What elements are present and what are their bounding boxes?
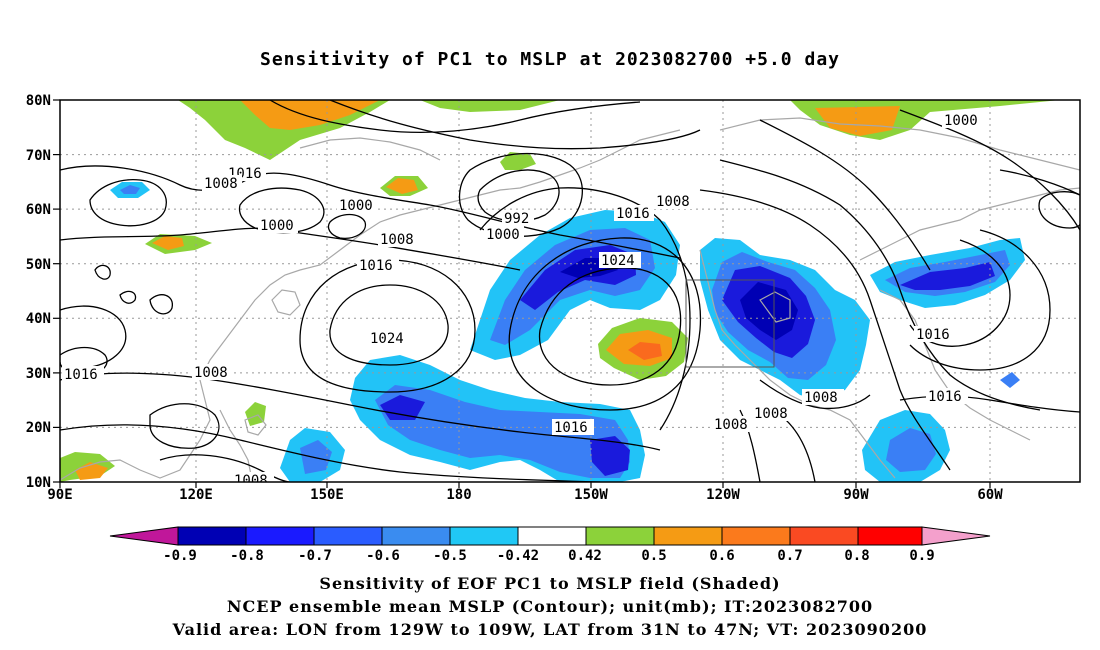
svg-text:1008: 1008: [804, 390, 838, 406]
contour-label: 1016: [62, 366, 104, 383]
colorbar-label: -0.8: [230, 548, 264, 564]
colorbar-label: 0.7: [777, 548, 802, 564]
lon-label: 120W: [706, 487, 740, 503]
svg-text:1016: 1016: [616, 206, 650, 222]
contour-label: 1016: [357, 257, 399, 274]
colorbar-label: -0.6: [366, 548, 400, 564]
colorbar-label: 0.5: [641, 548, 666, 564]
lat-label: 50N: [26, 257, 51, 273]
svg-text:992: 992: [504, 211, 529, 227]
caption-shading: Sensitivity of EOF PC1 to MSLP field (Sh…: [319, 574, 781, 593]
colorbar-swatch: [449, 526, 519, 546]
contour-labels: 1016 1008 1000 1000 992 1000 1016 1008 1…: [62, 112, 984, 489]
svg-text:1000: 1000: [486, 227, 520, 243]
contour-label: 1000: [942, 112, 984, 129]
lon-label: 180: [446, 487, 471, 503]
lon-label: 150E: [310, 487, 344, 503]
contour-label: 1000: [258, 217, 298, 234]
contour-label: 992: [502, 210, 534, 227]
latitude-labels: 80N 70N 60N 50N 40N 30N 20N 10N: [26, 93, 51, 491]
colorbar-swatch: [245, 526, 315, 546]
map-title: Sensitivity of PC1 to MSLP at 2023082700…: [259, 49, 840, 70]
contour-label: 1008: [712, 416, 754, 433]
contour-label: 1016: [552, 419, 594, 436]
lat-label: 60N: [26, 202, 51, 218]
contour-label: 1024: [599, 252, 641, 269]
colorbar: [109, 526, 991, 546]
lon-label: 120E: [179, 487, 213, 503]
contour-label: 1008: [654, 193, 694, 210]
svg-text:1016: 1016: [928, 389, 962, 405]
contour-label: 1000: [337, 197, 377, 214]
colorbar-swatch: [721, 526, 791, 546]
colorbar-swatch: [381, 526, 451, 546]
lat-label: 80N: [26, 93, 51, 109]
svg-text:1000: 1000: [339, 198, 373, 214]
lat-label: 20N: [26, 420, 51, 436]
map-frame: [59, 99, 1081, 483]
colorbar-swatch: [585, 526, 655, 546]
svg-text:1008: 1008: [204, 176, 238, 192]
colorbar-swatch: [653, 526, 723, 546]
colorbar-label: -0.42: [497, 548, 539, 564]
contour-label: 1008: [202, 175, 242, 192]
coastlines: [60, 117, 1080, 481]
axis-ticks: [53, 99, 991, 488]
contour-label: 1008: [802, 389, 844, 406]
colorbar-label: 0.8: [844, 548, 869, 564]
colorbar-swatch: [177, 526, 247, 546]
lat-label: 40N: [26, 311, 51, 327]
lon-label: 90W: [843, 487, 869, 503]
colorbar-label: -0.9: [163, 548, 197, 564]
svg-text:1016: 1016: [359, 258, 393, 274]
svg-text:1016: 1016: [916, 327, 950, 343]
svg-text:1024: 1024: [601, 253, 635, 269]
colorbar-label: -0.7: [298, 548, 332, 564]
colorbar-label: 0.42: [568, 548, 602, 564]
svg-text:1024: 1024: [370, 331, 404, 347]
svg-text:1016: 1016: [64, 367, 98, 383]
colorbar-swatch: [789, 526, 859, 546]
colorbar-swatch: [517, 526, 587, 546]
svg-text:1008: 1008: [714, 417, 748, 433]
colorbar-label: -0.5: [433, 548, 467, 564]
longitude-labels: 90E 120E 150E 180 150W 120W 90W 60W: [47, 487, 1003, 503]
svg-text:1008: 1008: [380, 232, 414, 248]
lon-label: 60W: [977, 487, 1003, 503]
caption-valid-area: Valid area: LON from 129W to 109W, LAT f…: [172, 620, 928, 639]
colorbar-max-arrow: [921, 526, 991, 546]
contour-label: 1000: [484, 226, 524, 243]
contour-label: 1008: [752, 405, 794, 422]
map-panel: 1016 1008 1000 1000 992 1000 1016 1008 1…: [60, 100, 1080, 489]
valid-area-box: [685, 279, 775, 368]
contour-label: 1008: [192, 364, 234, 381]
colorbar-swatch: [313, 526, 383, 546]
caption-contour: NCEP ensemble mean MSLP (Contour); unit(…: [226, 597, 874, 616]
svg-text:1008: 1008: [656, 194, 690, 210]
colorbar-swatch: [857, 526, 923, 546]
svg-text:1000: 1000: [260, 218, 294, 234]
svg-text:1016: 1016: [554, 420, 588, 436]
contour-label: 1024: [368, 330, 410, 347]
lon-label: 150W: [574, 487, 608, 503]
lat-label: 70N: [26, 148, 51, 164]
colorbar-min-arrow: [109, 526, 179, 546]
colorbar-label: 0.6: [709, 548, 734, 564]
contour-label: 1016: [614, 205, 654, 222]
lat-label: 30N: [26, 366, 51, 382]
lat-label: 10N: [26, 475, 51, 491]
svg-text:1008: 1008: [194, 365, 228, 381]
colorbar-labels: -0.9 -0.8 -0.7 -0.6 -0.5 -0.42 0.42 0.5 …: [163, 548, 935, 564]
contour-label: 1008: [378, 231, 420, 248]
svg-text:1000: 1000: [944, 113, 978, 129]
lon-label: 90E: [47, 487, 72, 503]
contour-label: 1008: [232, 472, 274, 489]
colorbar-label: 0.9: [909, 548, 934, 564]
contour-label: 1016: [914, 326, 956, 343]
svg-text:1008: 1008: [234, 473, 268, 489]
contour-label: 1016: [926, 388, 968, 405]
svg-text:1008: 1008: [754, 406, 788, 422]
